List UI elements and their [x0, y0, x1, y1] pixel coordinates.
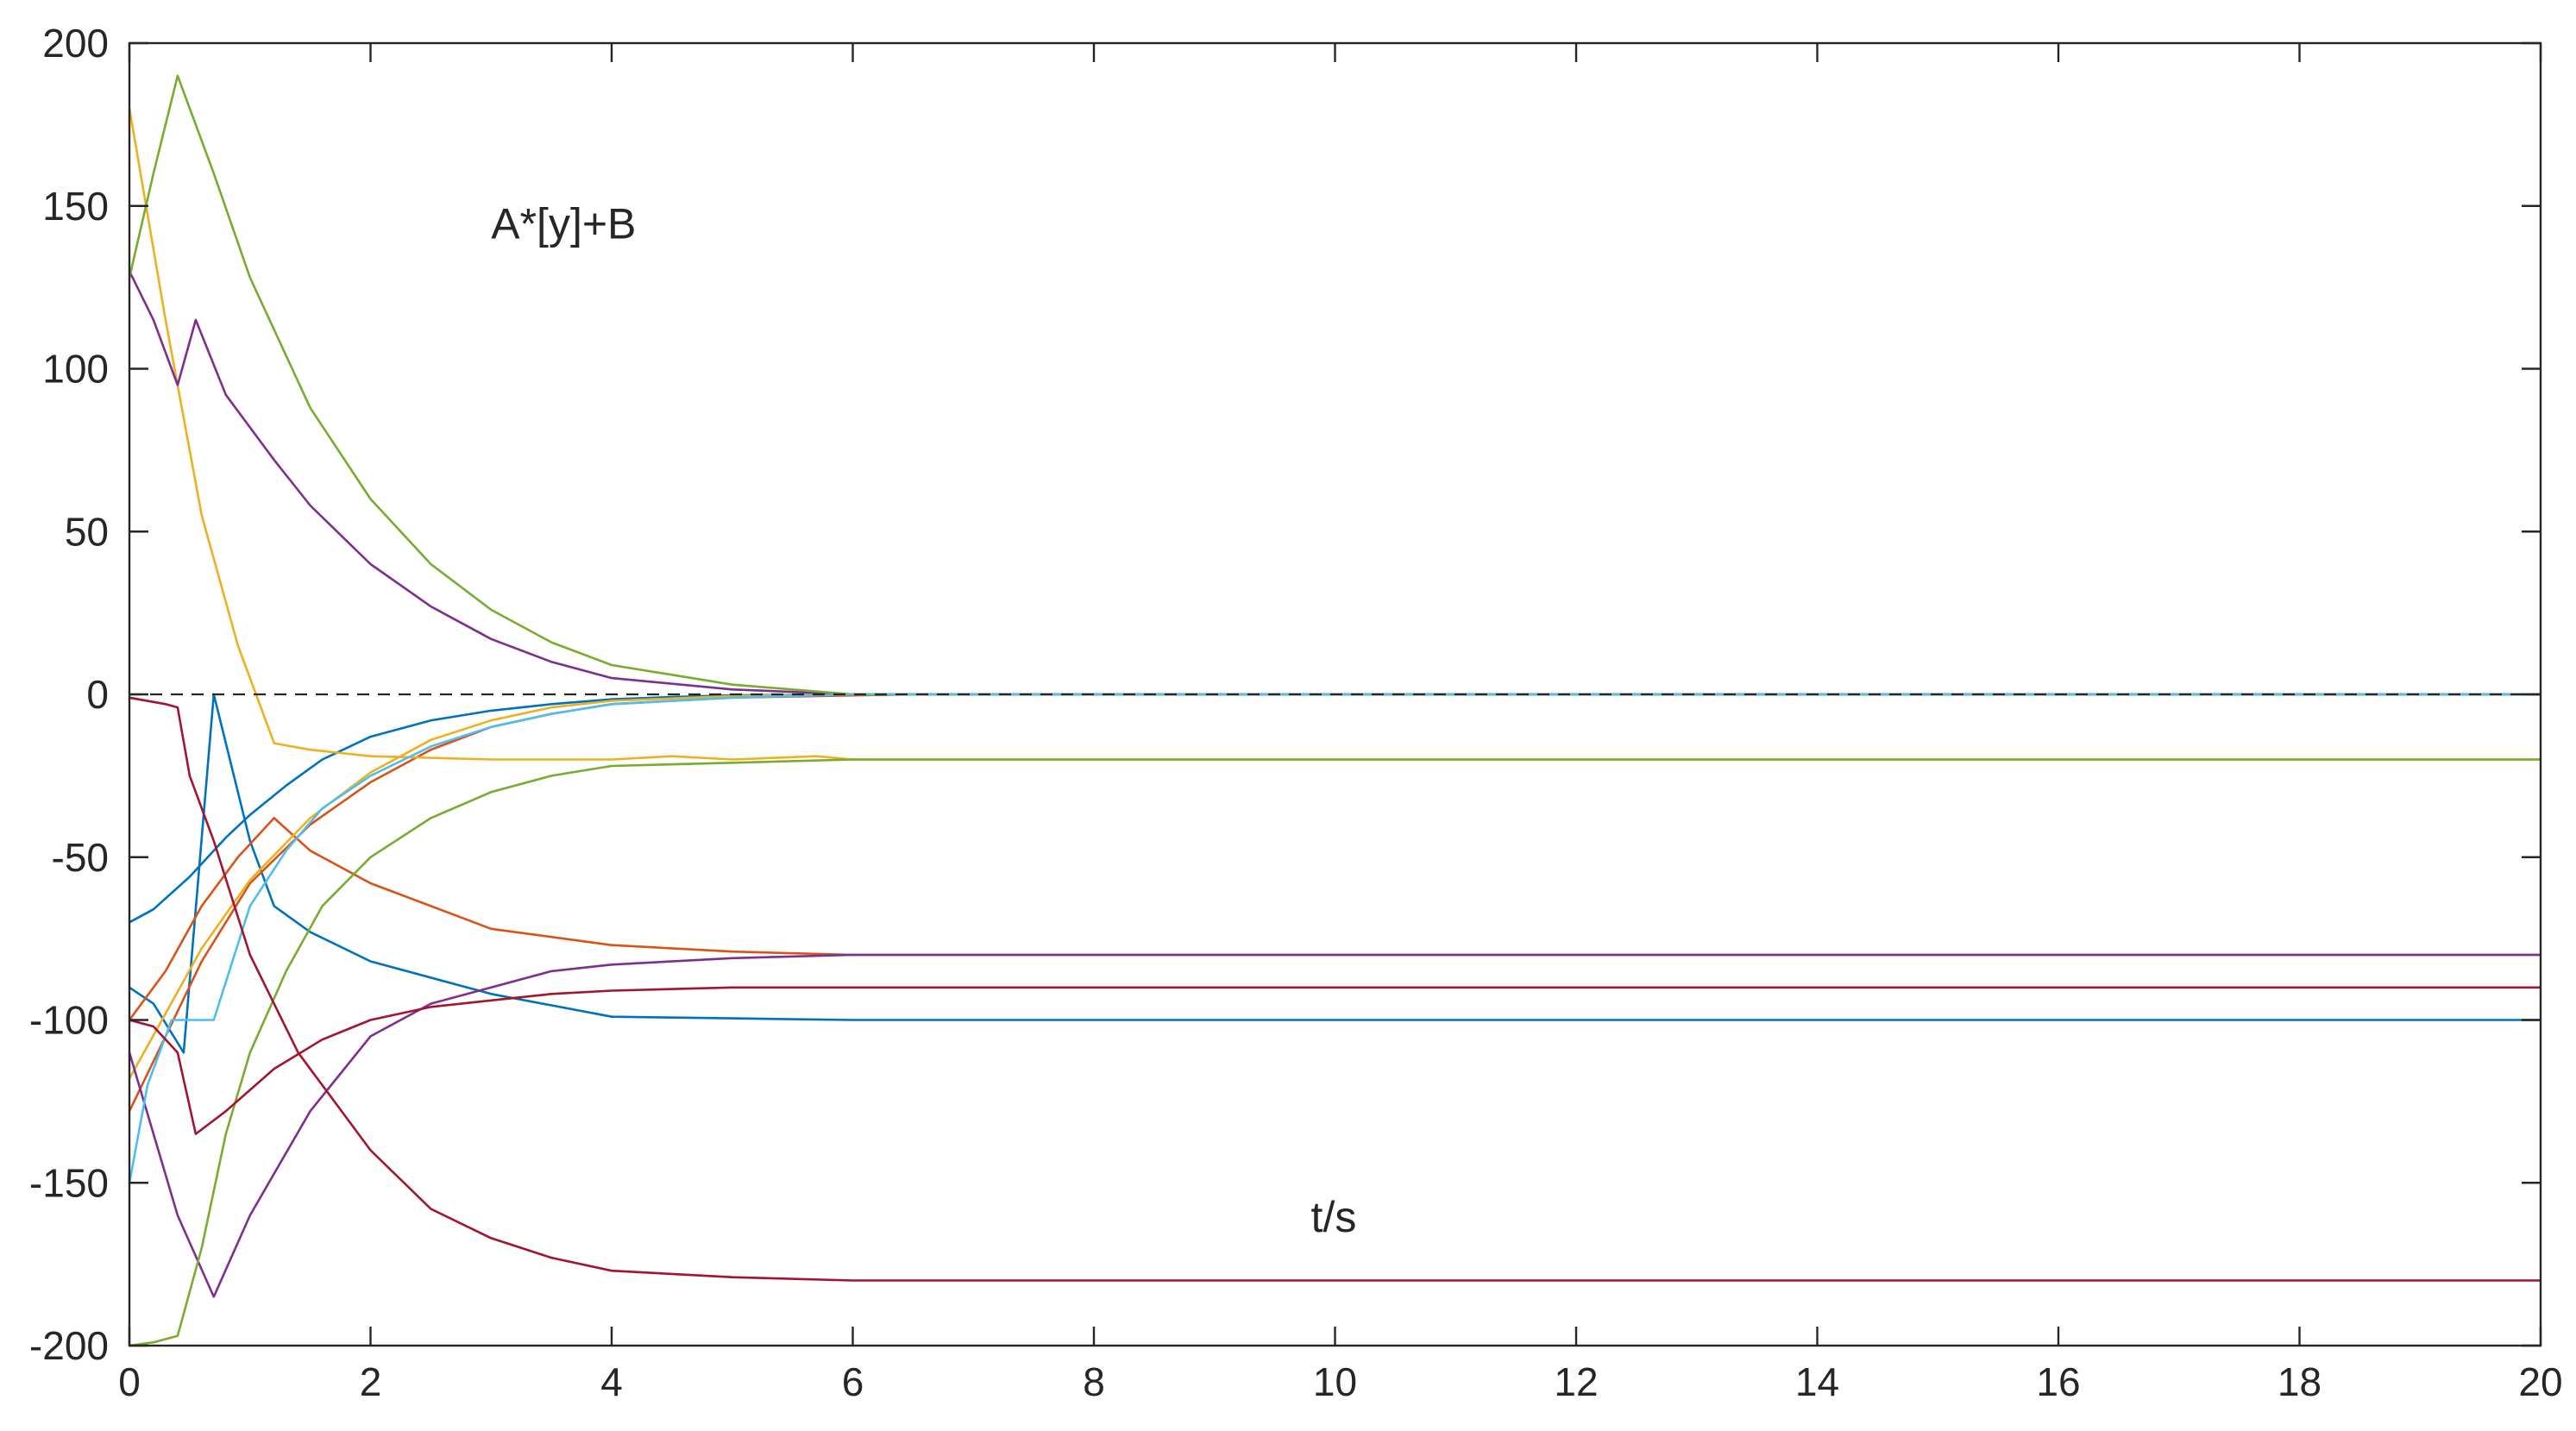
x-tick-label: 14: [1795, 1359, 1839, 1404]
x-tick-label: 20: [2518, 1359, 2562, 1404]
series-line-12: [129, 696, 2541, 1282]
series-line-8: [128, 953, 2541, 1298]
series-line-7: [128, 270, 2541, 696]
y-tick-label: 50: [65, 509, 109, 554]
series-line-13: [129, 986, 2541, 1135]
y-tick-label: 200: [42, 21, 109, 66]
y-tick-label: 0: [86, 672, 109, 717]
annotation-layer: A*[y]+B t/s: [491, 200, 1356, 1241]
x-tick-label: 0: [118, 1359, 141, 1404]
x-tick-label: 18: [2278, 1359, 2322, 1404]
series-line-3: [128, 817, 2541, 1021]
series-line-4: [128, 693, 2541, 1112]
axes-layer: 0 2 4 6 8 10 12 14 16 18 20 200 150 100 50 0 -50 -100 -150…: [29, 21, 2563, 1404]
series-line-10: [129, 758, 2541, 1347]
series-line-9: [128, 74, 2541, 696]
series-line-2: [129, 693, 2541, 1054]
annotation-text-1: A*[y]+B: [491, 200, 636, 248]
x-tick-label: 16: [2036, 1359, 2080, 1404]
x-tick-label: 4: [600, 1359, 623, 1404]
series-line-11: [128, 693, 2541, 1183]
y-tick-label: -200: [29, 1323, 109, 1368]
series-line-6: [128, 693, 2541, 1080]
x-tick-label: 10: [1313, 1359, 1357, 1404]
series-layer: [128, 74, 2541, 1347]
y-tick-label: 150: [42, 184, 109, 229]
y-tick-label: -50: [52, 835, 109, 880]
y-tick-label: 100: [42, 347, 109, 392]
series-line-5: [128, 108, 2541, 761]
y-tick-label: -100: [29, 998, 109, 1043]
x-tick-label: 6: [842, 1359, 864, 1404]
series-line-1: [129, 693, 2541, 924]
x-tick-label: 12: [1554, 1359, 1598, 1404]
annotation-text-2: t/s: [1311, 1193, 1357, 1241]
x-tick-label: 8: [1083, 1359, 1105, 1404]
y-tick-label: -150: [29, 1160, 109, 1205]
x-tick-label: 2: [360, 1359, 382, 1404]
